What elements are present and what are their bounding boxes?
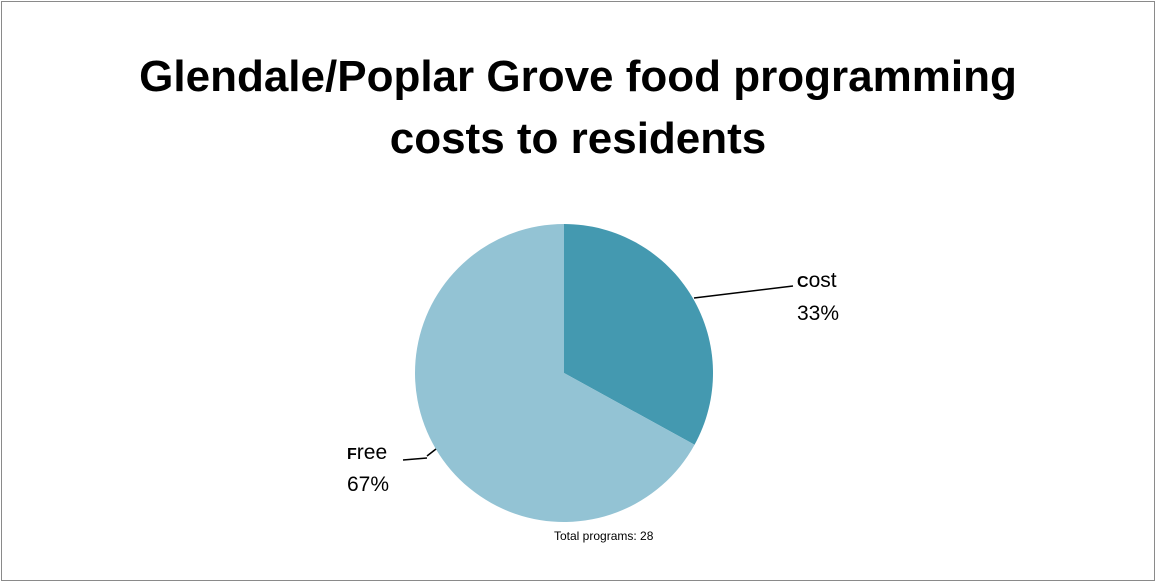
label-cost-percent: 33%	[797, 302, 839, 325]
label-free-percent: 67%	[347, 473, 389, 496]
label-free-rest: ree	[357, 441, 387, 464]
leader-line-free	[426, 448, 437, 457]
label-free-first-letter: F	[347, 446, 357, 463]
leader-line-free-tail	[402, 457, 428, 461]
label-cost: Cost	[797, 269, 837, 292]
leader-line-cost	[693, 285, 794, 299]
chart-title: Glendale/Poplar Grove food programming c…	[0, 46, 1156, 170]
total-programs-note: Total programs: 28	[554, 529, 654, 543]
chart-title-line-1: Glendale/Poplar Grove food programming	[139, 52, 1017, 101]
label-cost-first-letter: C	[797, 274, 809, 291]
label-free: Free	[347, 441, 387, 464]
pie-slice-cost	[564, 224, 713, 445]
label-cost-rest: ost	[809, 269, 837, 292]
chart-title-line-2: costs to residents	[389, 114, 767, 163]
pie-slice-free	[414, 224, 695, 522]
